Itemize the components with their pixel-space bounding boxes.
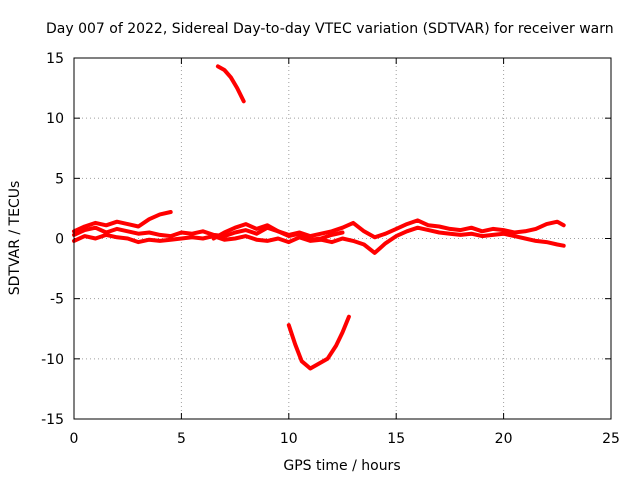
series-line-band-mid bbox=[72, 218, 566, 240]
x-tick-label: 25 bbox=[602, 431, 620, 447]
x-tick-label: 20 bbox=[495, 431, 513, 447]
y-tick-label: 15 bbox=[46, 51, 64, 67]
x-tick-label: 0 bbox=[70, 431, 79, 447]
axis-ticks: 0 5 10 15 20 25 -15 -10 -5 0 5 10 15 bbox=[41, 51, 620, 447]
y-tick-label: 0 bbox=[55, 232, 64, 248]
x-axis-label: GPS time / hours bbox=[283, 458, 400, 474]
series-line-band-extra bbox=[211, 222, 345, 242]
y-tick-label: -5 bbox=[50, 292, 64, 308]
y-tick-label: 10 bbox=[46, 111, 64, 127]
y-tick-label: 5 bbox=[55, 171, 64, 187]
data-series bbox=[72, 64, 566, 371]
y-axis-label: SDTVAR / TECUs bbox=[7, 181, 23, 296]
y-tick-label: -15 bbox=[41, 412, 64, 428]
chart-title: Day 007 of 2022, Sidereal Day-to-day VTE… bbox=[46, 21, 614, 37]
x-tick-label: 10 bbox=[280, 431, 298, 447]
y-tick-label: -10 bbox=[41, 352, 64, 368]
series-line-arc-top bbox=[215, 64, 246, 104]
series-line-arc-bottom bbox=[286, 314, 351, 371]
series-line-band-upper bbox=[72, 210, 173, 234]
x-tick-label: 5 bbox=[177, 431, 186, 447]
x-tick-label: 15 bbox=[387, 431, 405, 447]
plot-frame bbox=[73, 57, 612, 420]
